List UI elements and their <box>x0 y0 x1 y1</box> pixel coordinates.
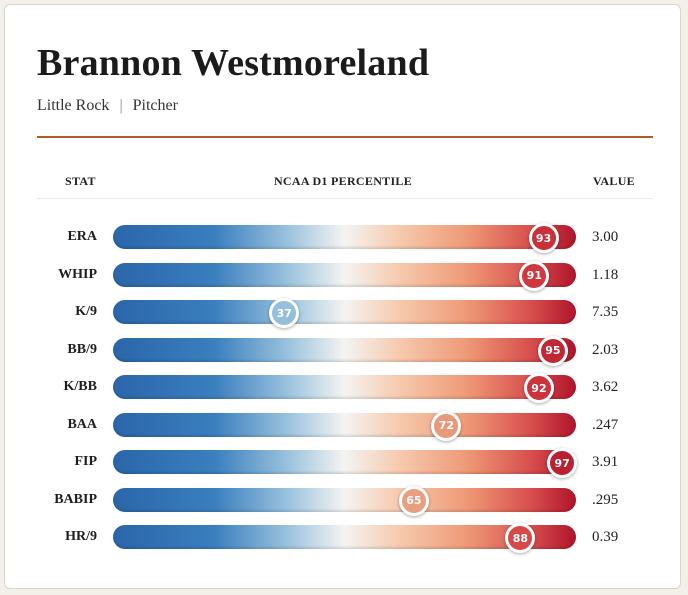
percentile-marker: 37 <box>269 298 300 328</box>
player-card: Brannon Westmoreland Little Rock | Pitcher… <box>4 4 681 589</box>
percentile-bar: 95 <box>113 335 576 366</box>
stat-label: BABIP <box>54 491 97 507</box>
stat-row: BABIP 65 .295 <box>5 485 682 516</box>
column-header-stat: STAT <box>65 174 96 188</box>
percentile-marker: 72 <box>431 410 462 441</box>
stat-label: BB/9 <box>67 341 97 357</box>
stat-row: HR/9 88 0.39 <box>5 523 682 553</box>
stat-value: 3.62 <box>592 379 619 395</box>
percentile-marker: 91 <box>519 260 550 291</box>
stat-label: WHIP <box>58 266 97 282</box>
stat-value: .295 <box>592 491 619 508</box>
player-subtitle: Little Rock | Pitcher <box>37 97 178 115</box>
stat-label: K/BB <box>63 379 97 394</box>
percentile-marker: 88 <box>505 523 536 553</box>
player-position: Pitcher <box>132 97 178 114</box>
header-divider <box>37 198 653 199</box>
stat-value: 3.91 <box>592 454 619 470</box>
stat-row: K/9 37 7.35 <box>5 298 682 328</box>
stat-label: BAA <box>67 416 97 432</box>
percentile-bar: 91 <box>113 260 576 291</box>
stat-row: BAA 72 .247 <box>5 410 682 441</box>
percentile-bar: 93 <box>113 223 576 253</box>
stat-label: HR/9 <box>65 529 97 544</box>
stat-value: 7.35 <box>592 304 619 320</box>
column-header-percentile: NCAA D1 PERCENTILE <box>273 174 413 188</box>
percentile-marker: 65 <box>398 485 429 516</box>
percentile-marker: 95 <box>537 335 568 366</box>
stat-row: ERA 93 3.00 <box>5 223 682 253</box>
stat-value: 3.00 <box>592 229 619 245</box>
stat-row: K/BB 92 3.62 <box>5 373 682 403</box>
stat-row: BB/9 95 2.03 <box>5 335 682 366</box>
team-name: Little Rock <box>37 97 110 114</box>
percentile-marker: 93 <box>528 223 559 253</box>
title-divider <box>37 136 653 138</box>
percentile-bar: 92 <box>113 373 576 403</box>
stat-label: FIP <box>74 454 97 469</box>
stat-label: K/9 <box>75 304 97 319</box>
percentile-bar: 72 <box>113 410 576 441</box>
stat-row: FIP 97 3.91 <box>5 448 682 478</box>
column-header-value: VALUE <box>593 174 635 188</box>
percentile-bar: 65 <box>113 485 576 516</box>
player-name: Brannon Westmoreland <box>37 42 430 84</box>
percentile-bar: 37 <box>113 298 576 328</box>
percentile-marker: 97 <box>547 448 578 478</box>
subtitle-separator: | <box>119 97 123 114</box>
stat-value: 2.03 <box>592 341 619 358</box>
stat-value: .247 <box>592 416 619 433</box>
stat-value: 0.39 <box>592 529 619 545</box>
percentile-marker: 92 <box>523 373 554 403</box>
stat-row: WHIP 91 1.18 <box>5 260 682 291</box>
stat-label: ERA <box>67 229 97 244</box>
stat-value: 1.18 <box>592 266 619 283</box>
percentile-bar: 88 <box>113 523 576 553</box>
percentile-bar: 97 <box>113 448 578 478</box>
